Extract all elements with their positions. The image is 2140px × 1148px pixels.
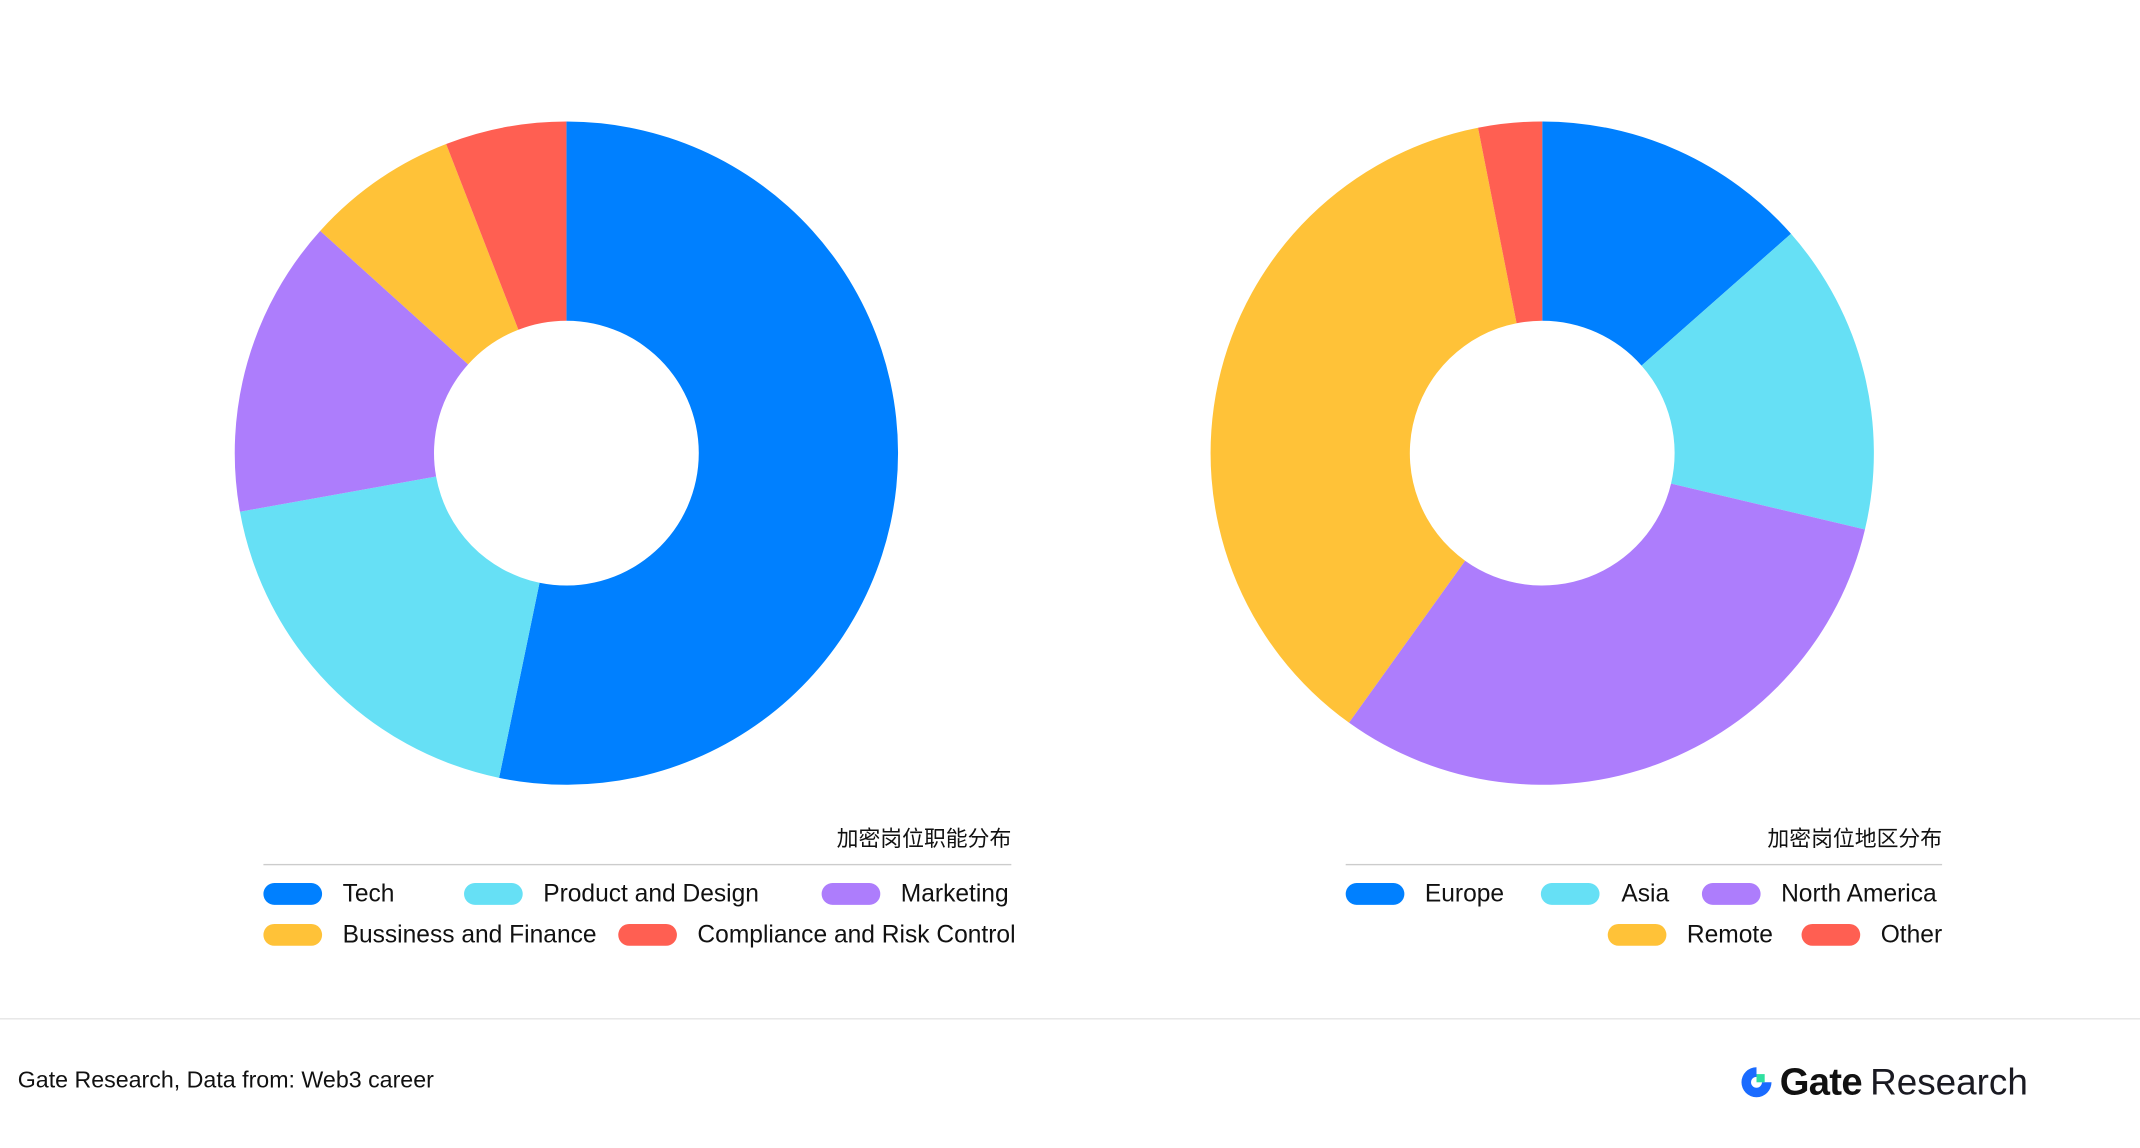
legend-swatch-tech [263, 883, 323, 905]
legend-label-remote: Remote [1686, 920, 1773, 948]
donut-slice-remote [1210, 127, 1517, 723]
legend-swatch-asia [1540, 883, 1600, 905]
legend-label-europe: Europe [1424, 879, 1505, 907]
legend-label-marketing: Marketing [900, 879, 1009, 907]
legend-divider [263, 863, 1012, 866]
donut-slice-compliance-and-risk-control [446, 121, 567, 330]
donut-slice-north-america [1348, 483, 1865, 785]
legend-swatch-europe [1345, 883, 1405, 905]
legend-swatch-north-america [1701, 883, 1761, 905]
chart-title-function: 加密岗位职能分布 [836, 828, 1012, 852]
gate-logo-icon [1741, 1067, 1772, 1098]
donut-slice-other [1478, 121, 1543, 324]
footer-divider [0, 1018, 2140, 1020]
legend-swatch-remote [1607, 923, 1667, 946]
legend-label-bussiness-and-finance: Bussiness and Finance [342, 920, 597, 948]
legend-swatch-product-and-design [464, 883, 523, 905]
source-note: Gate Research, Data from: Web3 career [17, 1067, 434, 1094]
legend-label-other: Other [1880, 920, 1943, 948]
donut-slice-tech [499, 121, 899, 785]
legend-swatch-compliance-and-risk-control [618, 923, 677, 946]
legend-swatch-bussiness-and-finance [263, 923, 323, 946]
donut-slice-bussiness-and-finance [320, 144, 519, 365]
donut-slice-asia [1641, 233, 1874, 530]
legend-divider [1345, 863, 1943, 866]
legend-swatch-marketing [821, 883, 881, 905]
logo-word-gate: Gate [1779, 1060, 1863, 1103]
donut-slice-product-and-design [239, 476, 540, 778]
legend-label-product-and-design: Product and Design [543, 879, 759, 907]
chart-title-region: 加密岗位地区分布 [1767, 828, 1943, 852]
logo-word-research: Research [1870, 1061, 2028, 1103]
gate-research-logo: Gate Research [1739, 1060, 2028, 1103]
donut-slice-europe [1542, 121, 1791, 366]
legend-label-north-america: North America [1781, 879, 1937, 907]
donut-slice-marketing [234, 230, 469, 512]
legend-swatch-other [1801, 923, 1861, 946]
legend-label-compliance-and-risk-control: Compliance and Risk Control [697, 920, 1016, 948]
legend-label-tech: Tech [342, 879, 395, 907]
legend-label-asia: Asia [1621, 879, 1670, 907]
